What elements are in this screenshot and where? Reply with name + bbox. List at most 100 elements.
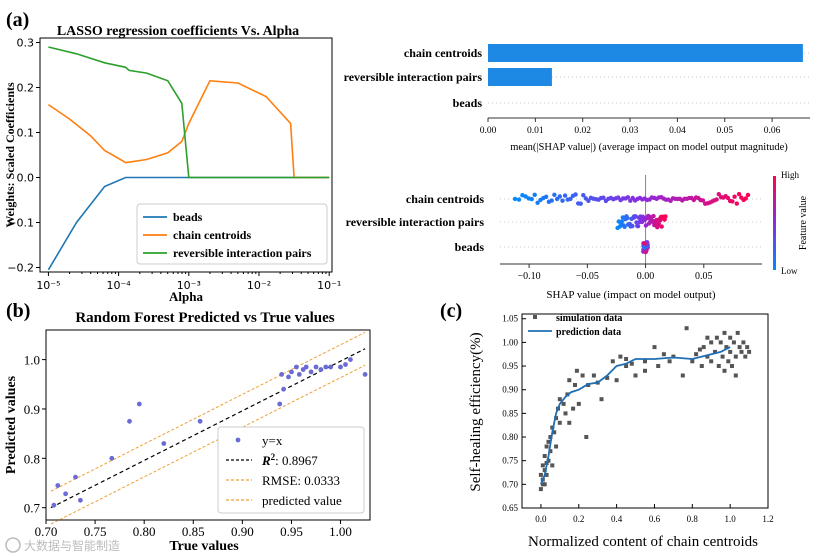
rf-point (279, 372, 284, 377)
rf-point (308, 369, 314, 375)
lasso-chart: (a) LASSO regression coefficients Vs. Alp… (3, 9, 341, 304)
beeswarm-point (617, 224, 623, 229)
colorbar-low-label: Low (781, 266, 798, 276)
rf-legend-label: R2: 0.8967 (261, 452, 318, 468)
sh-point (652, 345, 657, 350)
beeswarm-point (714, 197, 719, 202)
beeswarm-point (549, 198, 554, 203)
beeswarm-xtick-label: −0.10 (518, 271, 541, 282)
rf-point (78, 497, 83, 503)
sh-point (709, 340, 714, 345)
sh-point (667, 359, 672, 364)
beeswarm-point (743, 196, 748, 201)
rf-lower-band (50, 364, 366, 525)
rf-point (73, 474, 78, 480)
sh-ytick-label: 1.00 (502, 337, 518, 347)
sh-point (643, 359, 647, 364)
rf-ylabel: Predicted values (4, 375, 19, 474)
sh-point (722, 368, 727, 373)
sh-point (546, 439, 551, 444)
rf-point (277, 401, 283, 407)
sh-point (661, 352, 666, 357)
sh-point (728, 349, 733, 354)
rf-point (303, 364, 309, 370)
rf-legend-marker (235, 437, 241, 443)
sh-xtick-label: 0.6 (649, 514, 661, 524)
sh-point (713, 349, 717, 354)
sh-point (576, 401, 581, 406)
beeswarm-point (732, 194, 737, 199)
sh-point (538, 472, 543, 477)
lasso-legend-label: reversible interaction pairs (173, 246, 312, 260)
rf-axes-frame (45, 329, 371, 521)
beeswarm-point (578, 201, 583, 206)
sh-point (550, 425, 555, 430)
sh-ylabel: Self-healing efficiency(%) (468, 332, 484, 491)
rf-ytick-label: 0.7 (24, 501, 41, 516)
beeswarm-point (535, 200, 540, 205)
sh-point (705, 354, 710, 359)
sh-point (633, 373, 638, 378)
sh-legend-label: prediction data (556, 327, 621, 338)
sh-xlabel: Normalized content of chain centroids (528, 534, 758, 550)
rf-legend-label: RMSE: 0.0333 (262, 473, 340, 488)
beeswarm-point (633, 214, 638, 219)
lasso-title: LASSO regression coefficients Vs. Alpha (57, 24, 299, 39)
rf-point (343, 362, 348, 367)
sh-point (739, 349, 744, 354)
rf-legend-label-sup: 2 (271, 452, 276, 462)
beeswarm-point (745, 192, 751, 198)
rf-xtick-label: 1.00 (329, 524, 352, 539)
beeswarm-point (552, 192, 557, 197)
sh-xtick-label: 1.2 (762, 514, 773, 524)
sh-point (747, 349, 752, 354)
sh-axes-frame (521, 313, 769, 509)
sh-point (550, 463, 555, 468)
rf-point (294, 364, 299, 370)
beeswarm-point (560, 198, 565, 203)
beeswarm-category: reversible interaction pairs (346, 215, 485, 229)
rf-point (296, 372, 302, 377)
sh-ytick-label: 0.70 (502, 479, 518, 489)
watermark-text: 大数据与智能制造 (24, 538, 120, 553)
rf-title: Random Forest Predicted vs True values (75, 310, 334, 326)
shap-bar-xtick-label: 0.06 (764, 126, 781, 136)
shap-bar-category: reversible interaction pairs (344, 70, 483, 84)
sh-point (567, 420, 572, 425)
sh-ytick-label: 0.95 (502, 361, 518, 371)
sh-point (584, 435, 589, 439)
rf-legend-box (217, 426, 365, 514)
rf-point (197, 418, 203, 424)
panel-label-c: (c) (440, 300, 462, 322)
sh-xtick-label: 0.2 (573, 514, 584, 524)
lasso-xtick-label: 10⁻³ (177, 279, 201, 292)
sh-point (544, 444, 549, 449)
sh-point (546, 458, 551, 463)
beeswarm-point (736, 191, 742, 197)
beeswarm-xtick-label: −0.05 (576, 271, 599, 282)
lasso-ytick-label: 0.2 (17, 82, 35, 95)
beeswarm-point (581, 193, 586, 198)
beeswarm-point (622, 224, 627, 229)
sh-ytick-label: 0.65 (502, 503, 518, 513)
shap-bar (488, 44, 803, 62)
sh-xtick-label: 0.4 (611, 514, 623, 524)
rf-point (51, 502, 57, 508)
beeswarm-point (642, 245, 647, 251)
beeswarm-point (586, 198, 591, 203)
sh-point (618, 354, 623, 359)
sh-point (561, 401, 566, 406)
beeswarm-point (659, 224, 664, 229)
beeswarm-point (516, 197, 522, 202)
sh-xtick-label: 1.0 (725, 514, 737, 524)
rf-point (323, 364, 329, 370)
rf-legend-label-prefix: R (261, 453, 271, 468)
rf-legend-label: predicted value (262, 493, 342, 508)
sh-point (538, 487, 543, 492)
shap-bar-category: beads (453, 96, 483, 110)
sh-point (624, 357, 629, 361)
sh-point (571, 406, 576, 411)
sh-ytick-label: 0.90 (502, 385, 518, 395)
sh-point (573, 383, 577, 387)
sh-point (574, 368, 579, 373)
